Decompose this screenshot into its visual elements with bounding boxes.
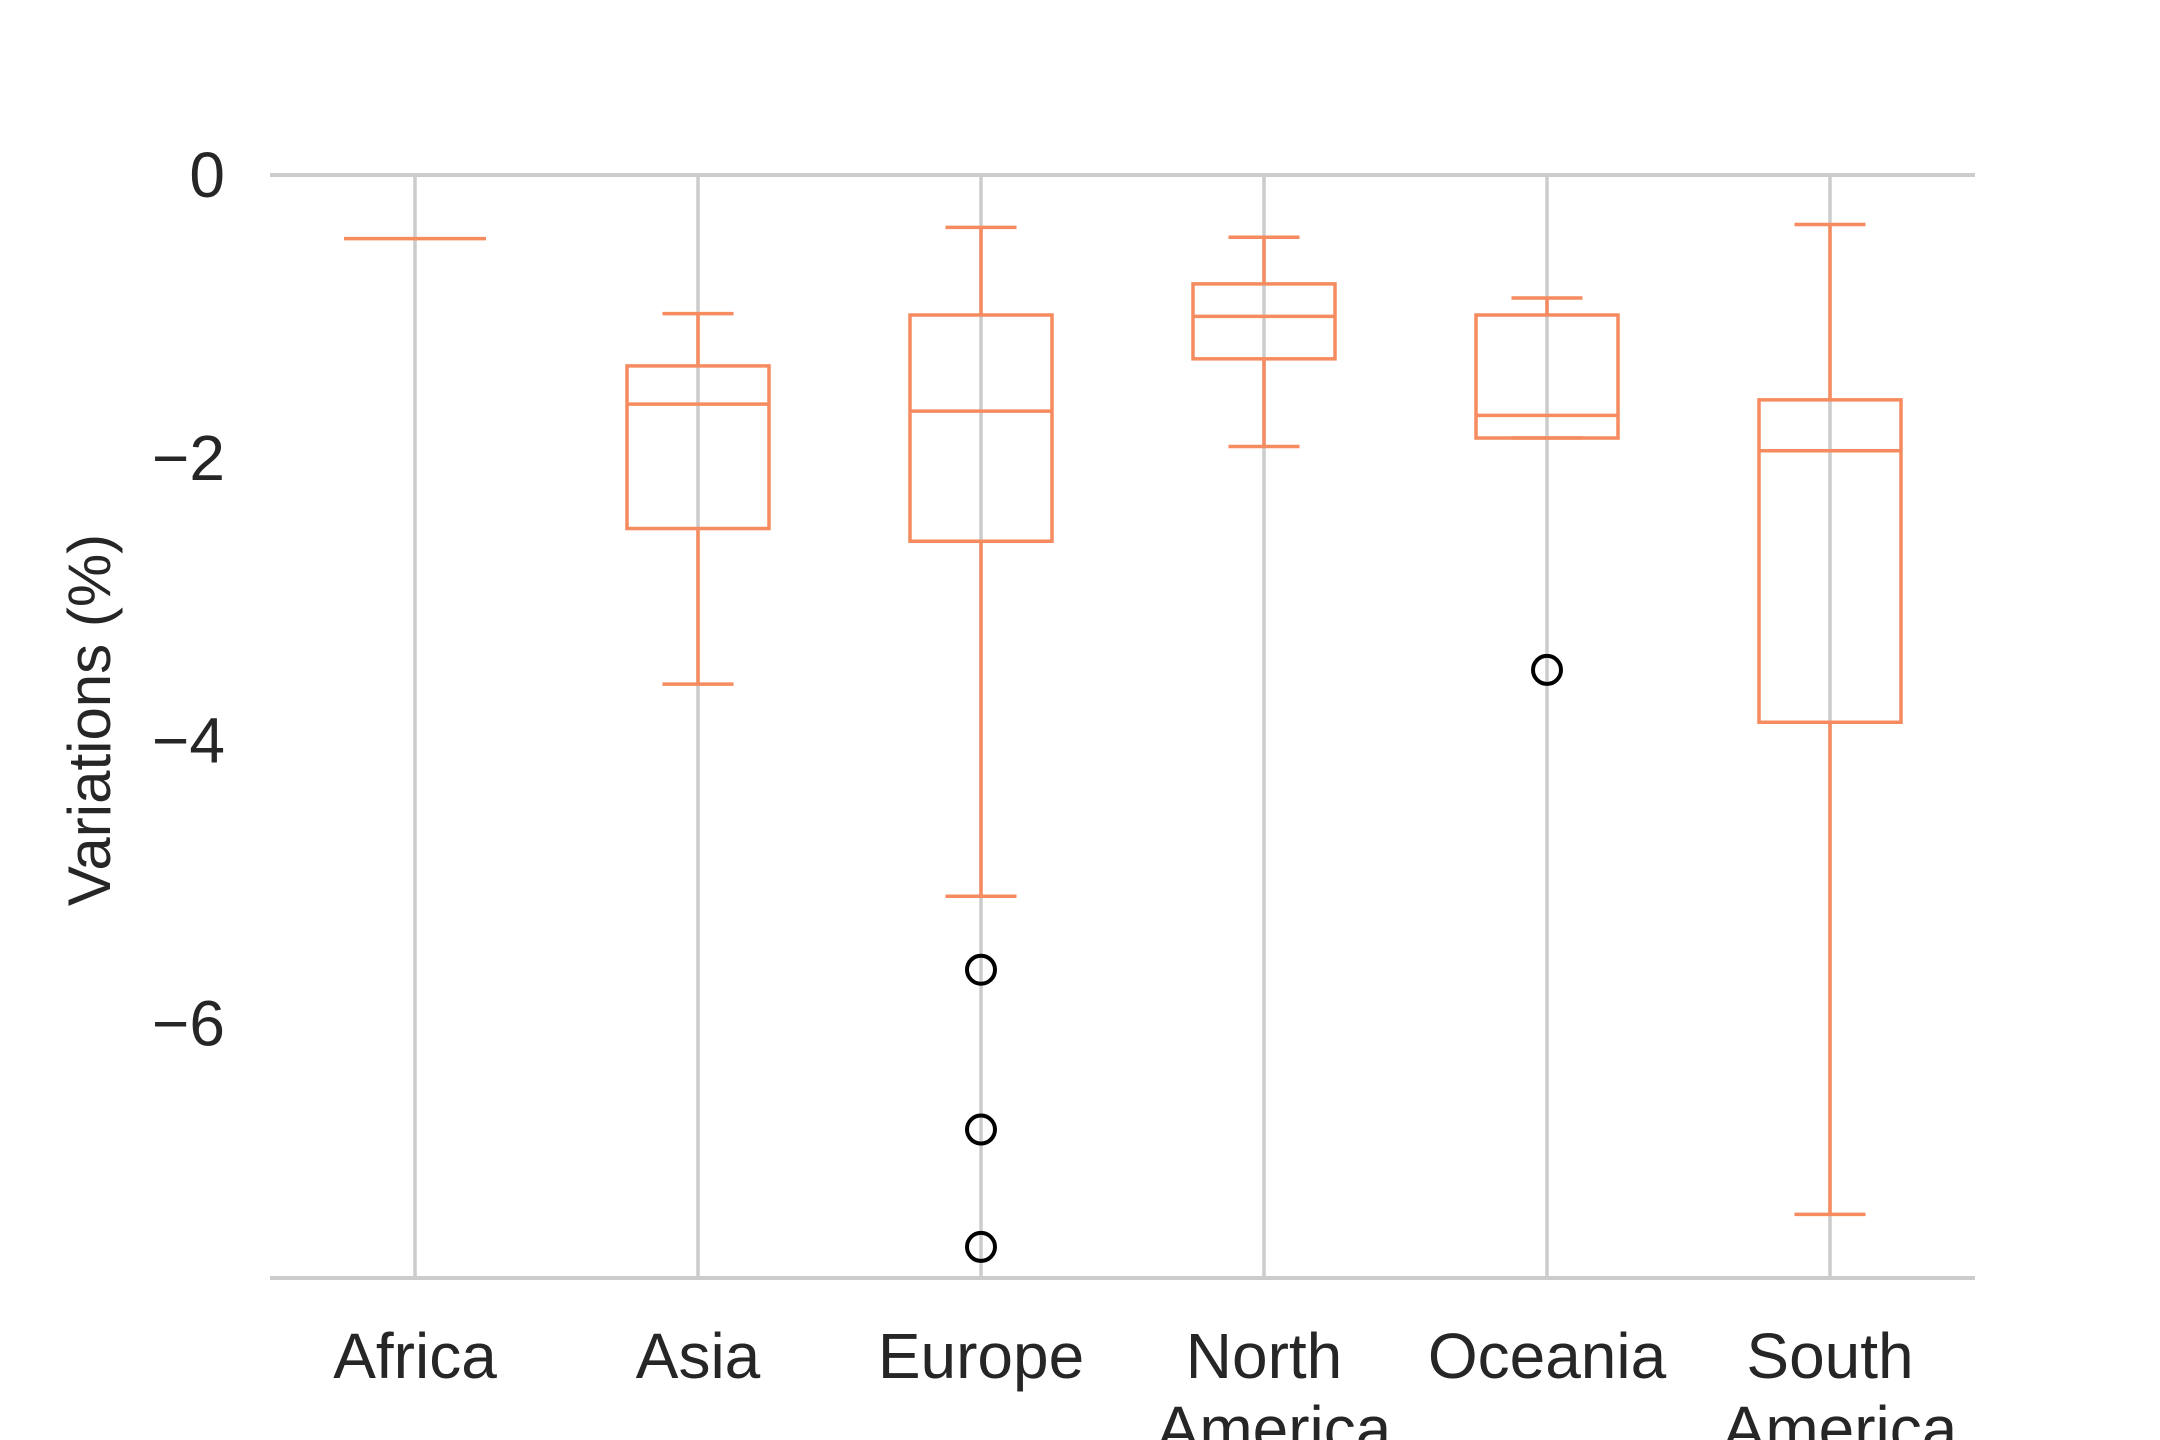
y-tick-label: −2: [152, 422, 225, 494]
y-axis-label: Variations (%): [56, 534, 123, 906]
box-group: [625, 311, 771, 686]
outlier-point: [965, 1113, 997, 1146]
box-group: [1757, 222, 1903, 1217]
x-tick-label: Oceania: [1428, 1320, 1667, 1392]
y-tick-label: −4: [152, 705, 225, 777]
box-group: [908, 225, 1054, 1263]
box-iqr: [1757, 398, 1903, 725]
box-iqr: [908, 313, 1054, 544]
outlier-point: [965, 953, 997, 986]
outlier-point: [1531, 653, 1563, 686]
y-tick-label: 0: [189, 139, 225, 211]
x-tick-label: South America: [1723, 1320, 1958, 1440]
box-iqr: [1474, 313, 1620, 440]
x-tick-label: North America: [1157, 1320, 1392, 1440]
box-group: [1474, 296, 1620, 686]
x-tick-label: Europe: [878, 1320, 1084, 1392]
x-tick-label: Asia: [636, 1320, 761, 1392]
box-iqr: [625, 364, 771, 531]
box-group: [1191, 235, 1337, 449]
outlier-point: [965, 1230, 997, 1263]
x-tick-label: Africa: [333, 1320, 497, 1392]
y-tick-label: −6: [152, 987, 225, 1059]
box-iqr: [1191, 282, 1337, 361]
